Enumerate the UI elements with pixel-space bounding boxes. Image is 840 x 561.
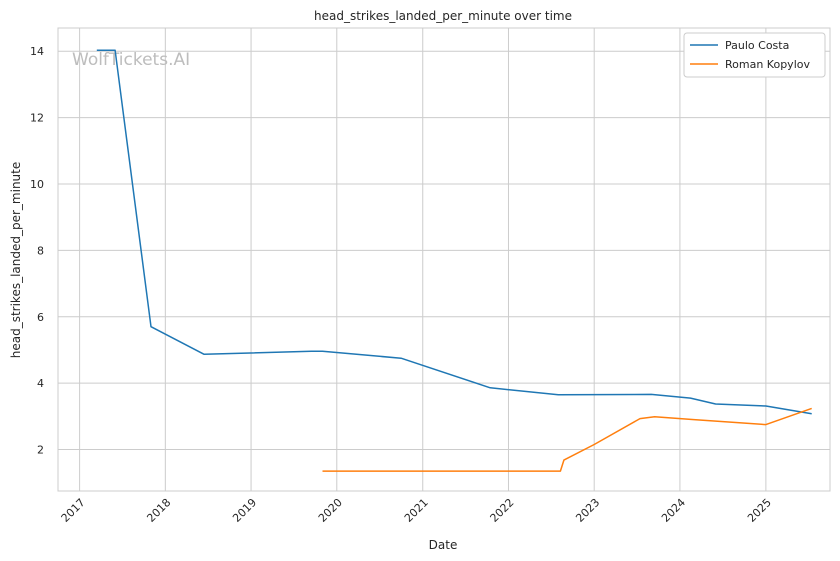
y-tick-label: 4 xyxy=(37,377,44,390)
x-axis: 2017 2018 2019 2020 2021 2022 2023 2024 2025 xyxy=(59,496,774,525)
legend-box xyxy=(683,32,826,78)
series-layer xyxy=(96,49,812,472)
x-tick-label: 2021 xyxy=(402,496,431,525)
series-line-paulo-costa xyxy=(96,49,812,415)
y-tick-label: 8 xyxy=(37,244,44,257)
y-tick-label: 10 xyxy=(30,178,44,191)
y-axis-label: head_strikes_landed_per_minute xyxy=(9,162,23,359)
y-tick-label: 14 xyxy=(30,45,44,58)
series-line-roman-kopylov xyxy=(322,407,812,472)
grid xyxy=(58,28,830,491)
chart-title: head_strikes_landed_per_minute over time xyxy=(314,9,572,23)
x-tick-label: 2022 xyxy=(488,496,517,525)
x-tick-label: 2025 xyxy=(745,496,774,525)
x-tick-label: 2018 xyxy=(144,496,173,525)
y-tick-label: 12 xyxy=(30,112,44,125)
x-tick-label: 2023 xyxy=(573,496,602,525)
y-tick-label: 2 xyxy=(37,444,44,457)
plot-area xyxy=(57,27,831,492)
legend: Paulo Costa Roman Kopylov xyxy=(683,32,826,78)
watermark: WolfTickets.AI xyxy=(72,50,190,70)
legend-label-paulo-costa: Paulo Costa xyxy=(725,39,789,52)
y-axis: 2 4 6 8 10 12 14 xyxy=(30,45,44,456)
y-tick-label: 6 xyxy=(37,311,44,324)
x-axis-label: Date xyxy=(429,538,458,552)
x-tick-label: 2020 xyxy=(316,496,345,525)
x-tick-label: 2019 xyxy=(230,496,259,525)
x-tick-label: 2017 xyxy=(59,496,88,525)
x-tick-label: 2024 xyxy=(659,496,688,525)
legend-label-roman-kopylov: Roman Kopylov xyxy=(725,58,810,71)
